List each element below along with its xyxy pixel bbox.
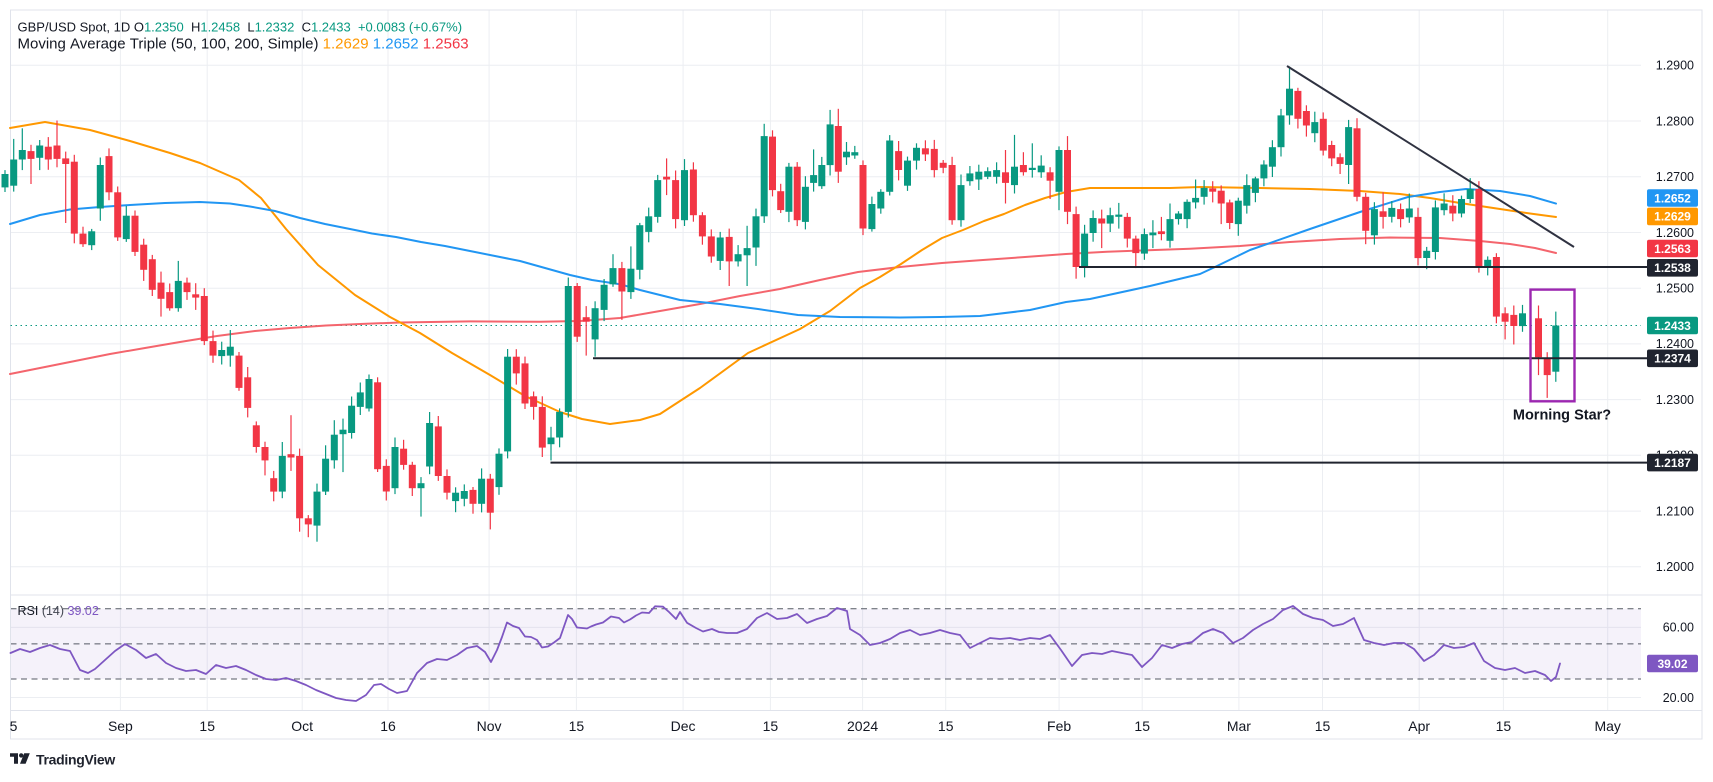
svg-text:2024: 2024: [847, 718, 878, 734]
svg-text:TradingView: TradingView: [36, 752, 115, 768]
svg-text:15: 15: [1134, 718, 1150, 734]
svg-text:Oct: Oct: [291, 718, 313, 734]
svg-text:1.2900: 1.2900: [1656, 59, 1694, 73]
svg-text:RSI (14) 39.02: RSI (14) 39.02: [18, 604, 99, 618]
svg-text:60.00: 60.00: [1663, 621, 1694, 635]
svg-text:Moving Average Triple (50, 100: Moving Average Triple (50, 100, 200, Sim…: [18, 36, 469, 53]
svg-text:Dec: Dec: [671, 718, 696, 734]
svg-text:1.2500: 1.2500: [1656, 282, 1694, 296]
svg-text:15: 15: [569, 718, 585, 734]
svg-text:1.2100: 1.2100: [1656, 504, 1694, 518]
svg-text:Nov: Nov: [477, 718, 502, 734]
svg-text:GBP/USD Spot, 1D O1.2350 H1.2: GBP/USD Spot, 1D O1.2350 H1.2458 L1.2332…: [18, 20, 463, 35]
svg-text:1.2187: 1.2187: [1654, 456, 1691, 470]
svg-text:15: 15: [199, 718, 215, 734]
svg-text:1.2652: 1.2652: [1654, 191, 1691, 205]
svg-text:1.2563: 1.2563: [1654, 242, 1691, 256]
svg-text:Morning Star?: Morning Star?: [1513, 408, 1611, 424]
svg-text:1.2433: 1.2433: [1654, 319, 1691, 333]
svg-text:5: 5: [10, 718, 18, 734]
svg-text:1.2629: 1.2629: [1654, 210, 1691, 224]
svg-text:May: May: [1594, 718, 1620, 734]
svg-text:15: 15: [763, 718, 779, 734]
svg-text:1.2600: 1.2600: [1656, 226, 1694, 240]
svg-text:15: 15: [1496, 718, 1512, 734]
svg-text:Apr: Apr: [1408, 718, 1430, 734]
svg-text:20.00: 20.00: [1663, 691, 1694, 705]
svg-text:Feb: Feb: [1047, 718, 1071, 734]
svg-text:1.2300: 1.2300: [1656, 393, 1694, 407]
svg-text:1.2000: 1.2000: [1656, 560, 1694, 574]
svg-text:1.2800: 1.2800: [1656, 114, 1694, 128]
svg-text:1.2538: 1.2538: [1654, 261, 1691, 275]
svg-text:1.2400: 1.2400: [1656, 337, 1694, 351]
svg-text:1.2700: 1.2700: [1656, 170, 1694, 184]
svg-text:Mar: Mar: [1227, 718, 1251, 734]
svg-text:15: 15: [938, 718, 954, 734]
svg-text:15: 15: [1315, 718, 1331, 734]
svg-text:1.2374: 1.2374: [1654, 352, 1691, 366]
svg-text:39.02: 39.02: [1657, 657, 1687, 671]
svg-text:Sep: Sep: [108, 718, 133, 734]
svg-text:16: 16: [380, 718, 396, 734]
